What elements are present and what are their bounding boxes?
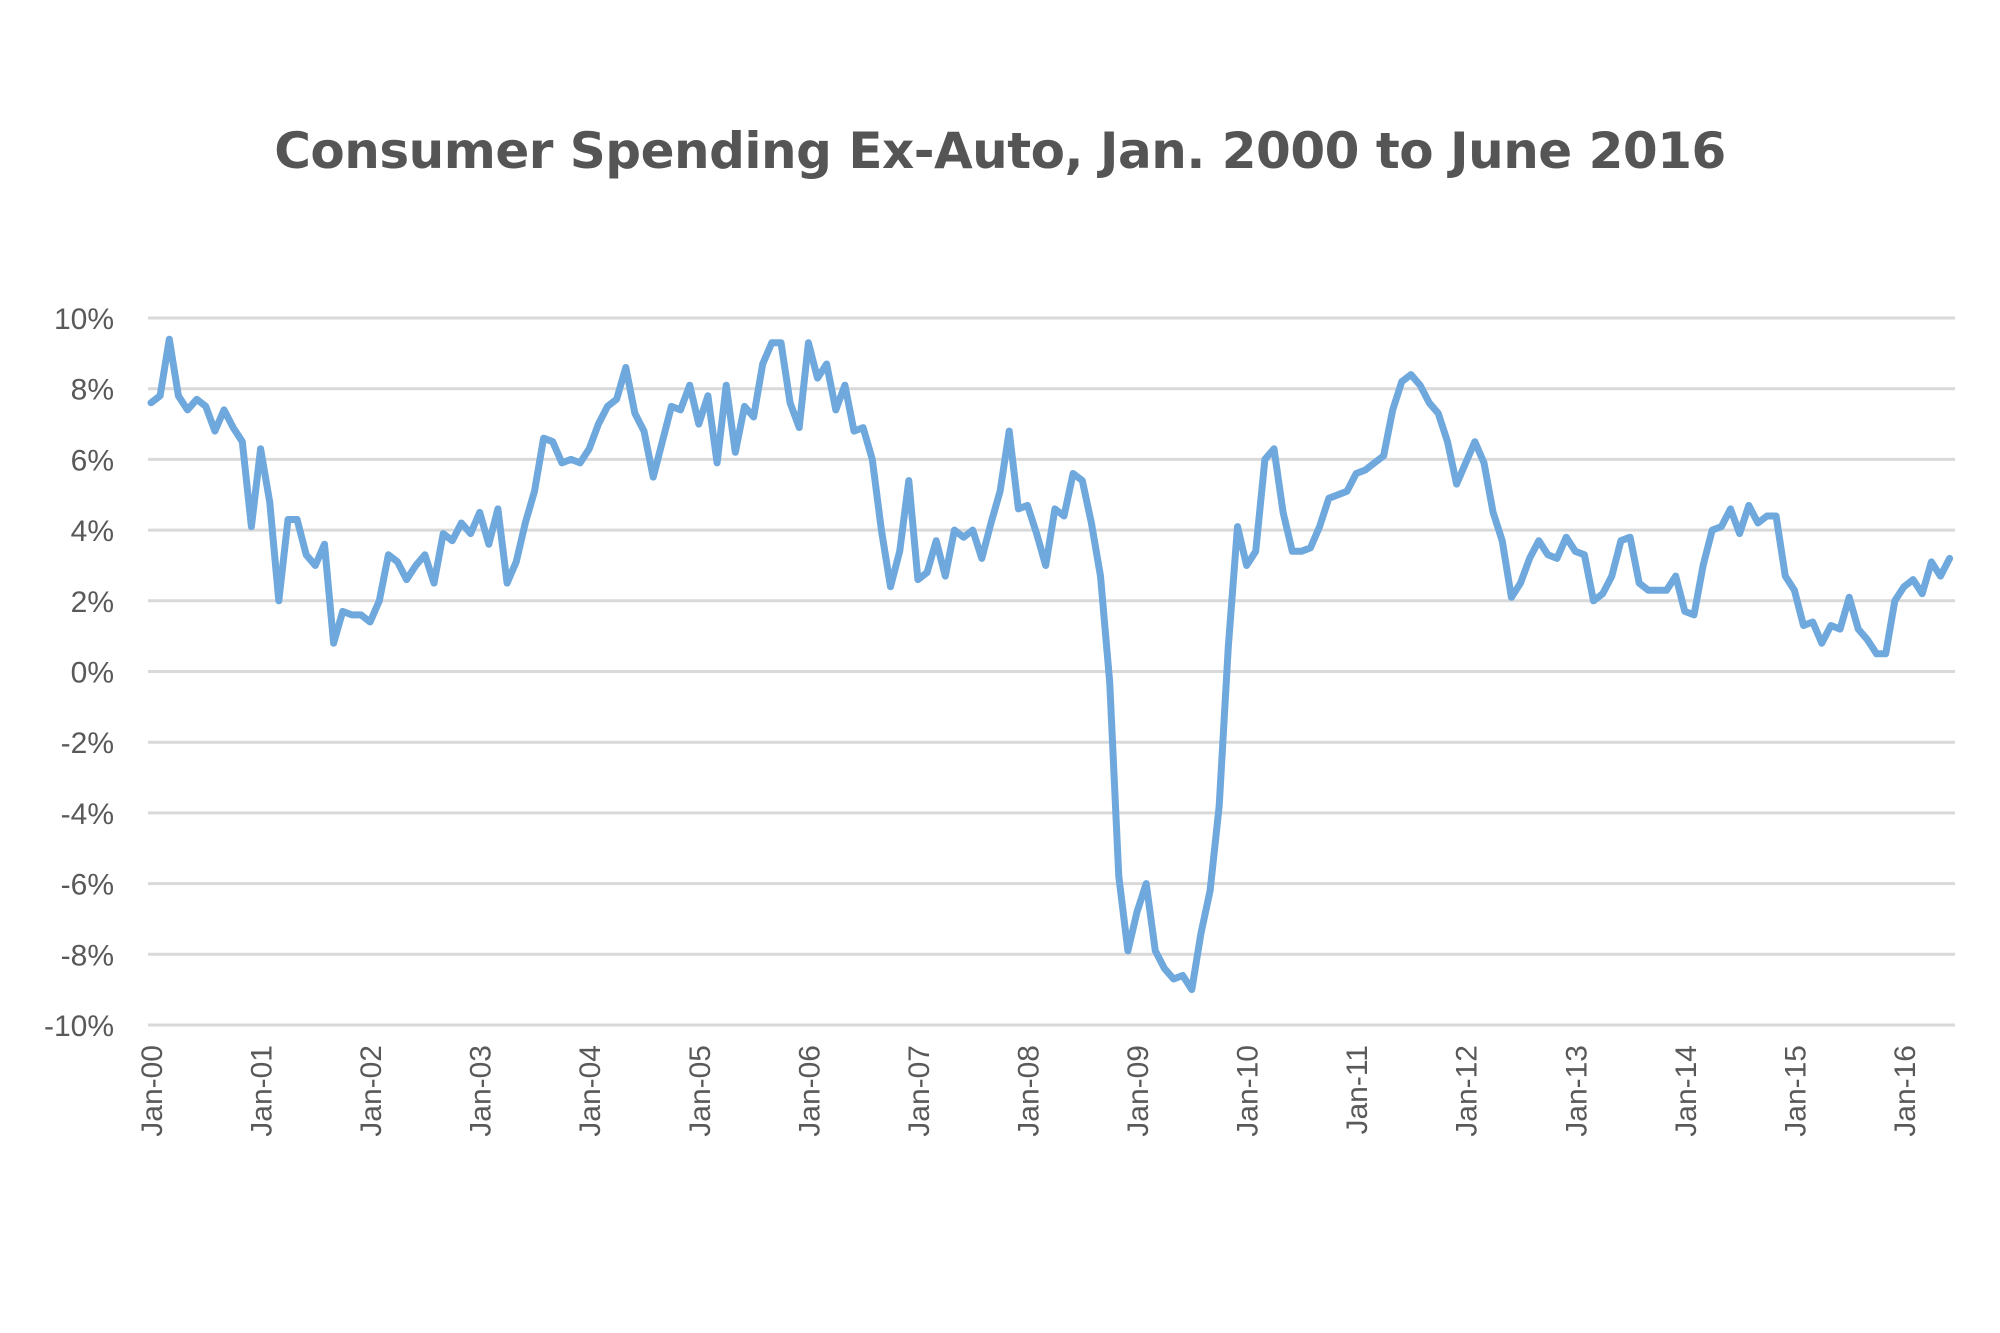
y-tick-label: 10% <box>54 303 114 336</box>
y-tick-label: 4% <box>71 515 114 548</box>
x-tick-label: Jan-10 <box>1232 1045 1265 1137</box>
y-tick-label: -8% <box>61 939 114 972</box>
y-tick-label: 8% <box>71 374 114 407</box>
y-axis-ticks: 10% 8% 6% 4% 2% 0% -2% -4% -6% -8% -10% <box>44 303 114 1043</box>
y-tick-label: -10% <box>44 1010 114 1043</box>
x-tick-label: Jan-00 <box>136 1045 169 1137</box>
x-tick-label: Jan-16 <box>1889 1045 1922 1137</box>
y-tick-label: -4% <box>61 798 114 831</box>
x-tick-label: Jan-01 <box>246 1045 279 1137</box>
x-tick-label: Jan-11 <box>1341 1045 1374 1135</box>
x-axis-ticks: Jan-00 Jan-01 Jan-02 Jan-03 Jan-04 Jan-05 Jan-… <box>136 1045 1922 1137</box>
x-tick-label: Jan-03 <box>465 1045 498 1137</box>
y-tick-label: 6% <box>71 444 114 477</box>
y-tick-label: 2% <box>71 586 114 619</box>
x-tick-label: Jan-06 <box>793 1045 826 1137</box>
chart-title: Consumer Spending Ex-Auto, Jan. 2000 to … <box>274 122 1726 180</box>
x-tick-label: Jan-08 <box>1012 1045 1045 1137</box>
x-tick-label: Jan-13 <box>1560 1045 1593 1137</box>
y-tick-label: -6% <box>61 869 114 902</box>
grid-layer <box>148 316 1955 1027</box>
x-tick-label: Jan-12 <box>1451 1045 1484 1137</box>
x-tick-label: Jan-09 <box>1122 1045 1155 1137</box>
x-tick-label: Jan-04 <box>574 1045 607 1137</box>
y-tick-label: -2% <box>61 727 114 760</box>
x-tick-label: Jan-14 <box>1670 1045 1703 1137</box>
y-tick-label: 0% <box>71 657 114 690</box>
x-tick-label: Jan-15 <box>1779 1045 1812 1137</box>
x-tick-label: Jan-07 <box>903 1045 936 1137</box>
x-tick-label: Jan-05 <box>684 1045 717 1137</box>
x-tick-label: Jan-02 <box>355 1045 388 1137</box>
series-layer <box>147 335 1954 994</box>
series-line <box>147 335 1954 994</box>
